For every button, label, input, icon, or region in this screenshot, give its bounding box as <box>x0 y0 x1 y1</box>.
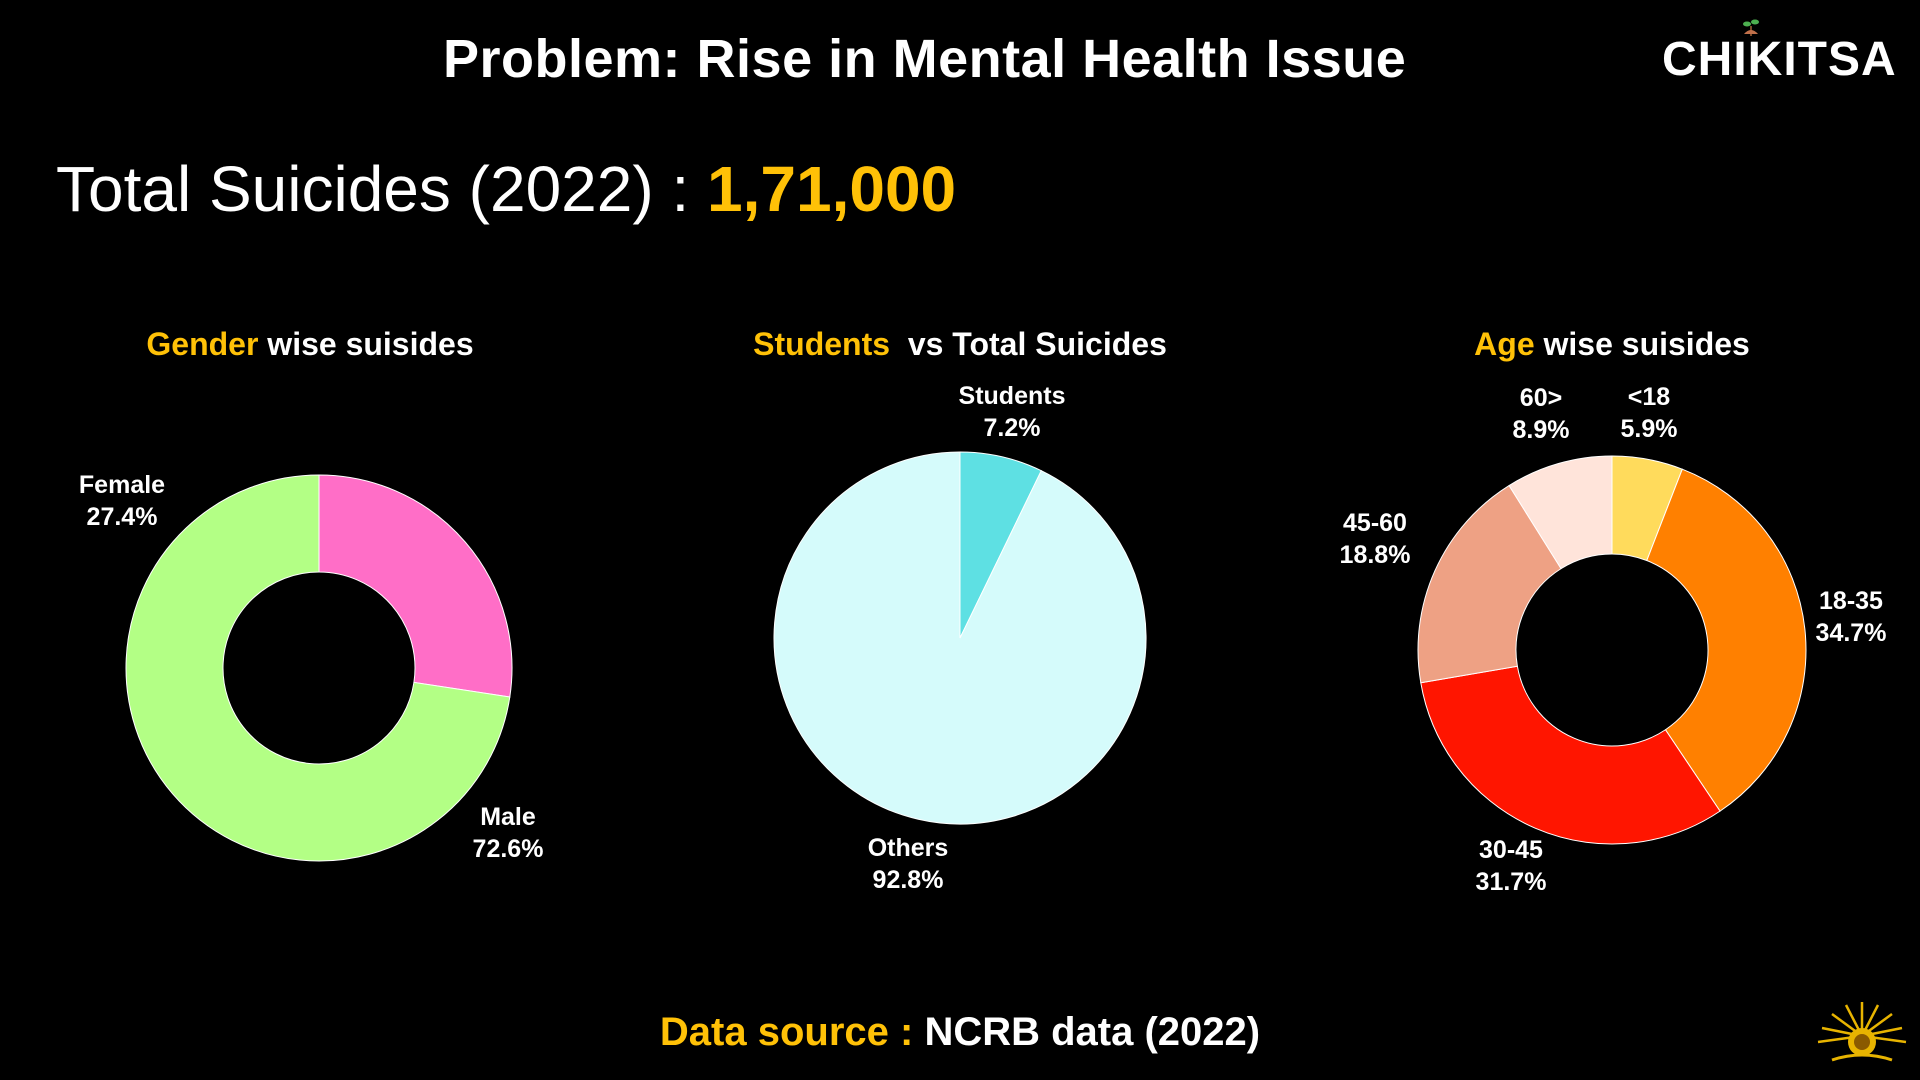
slice-label-students: Students 7.2% <box>958 382 1066 442</box>
age-chart-title: Age wise suisides <box>1474 326 1750 362</box>
slice-label-30-45: 30-45 31.7% <box>1475 836 1547 896</box>
pie-slice-2-18-35 <box>1646 468 1807 812</box>
pie-slice-0-female <box>318 474 513 698</box>
data-source: Data source : NCRB data (2022) <box>659 1010 1261 1054</box>
slice-label-18-35: 18-35 34.7% <box>1815 587 1887 647</box>
pie-slice-2-45-60 <box>1417 484 1562 684</box>
slice-label-under-18: <18 5.9% <box>1620 383 1678 443</box>
pie-slice-0-male <box>125 474 511 862</box>
students-chart-title: Students vs Total Suicides <box>753 326 1167 362</box>
sun-logo-icon <box>1817 1002 1907 1062</box>
gender-chart-title: Gender wise suisides <box>146 326 474 362</box>
slice-label-male: Male 72.6% <box>472 803 544 863</box>
page-title: Problem: Rise in Mental Health Issue <box>443 29 1407 89</box>
headline-label: Total Suicides (2022) : <box>56 153 707 225</box>
leaf-icon <box>1743 19 1759 36</box>
pie-slice-2-60- <box>1508 455 1613 570</box>
pie-slice-2-30-45 <box>1420 665 1721 845</box>
total-suicides-headline: Total Suicides (2022) : 1,71,000 <box>56 152 956 226</box>
slice-label-over-60: 60> 8.9% <box>1512 384 1570 444</box>
slice-label-female: Female 27.4% <box>78 471 166 531</box>
slice-label-others: Others 92.8% <box>867 834 949 894</box>
pie-slice-1-others <box>773 451 1147 825</box>
brand-logo: CHIKITSA <box>1662 33 1897 86</box>
slice-label-45-60: 45-60 18.8% <box>1339 509 1411 569</box>
headline-value: 1,71,000 <box>707 153 957 225</box>
